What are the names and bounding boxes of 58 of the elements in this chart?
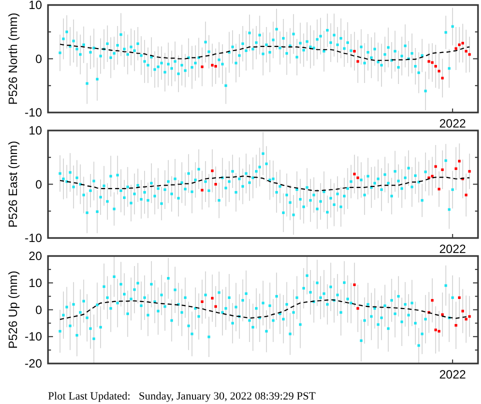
point (353, 172, 356, 176)
point (210, 296, 214, 300)
point (441, 76, 444, 80)
y-tick-label: 20 (28, 249, 42, 263)
y-tick-label: -20 (24, 356, 42, 370)
point (210, 64, 214, 66)
point (210, 170, 214, 172)
text: Plot Last Updated: Sunday, January 30, 2022 08:39:29 PST (48, 390, 316, 402)
point (454, 324, 458, 327)
point (468, 53, 471, 56)
point (356, 307, 360, 310)
point (468, 315, 471, 318)
y-tick-label: -10 (24, 330, 42, 344)
point (200, 188, 204, 192)
y-tick-label: 0 (35, 302, 42, 317)
point (200, 300, 204, 303)
point (458, 43, 461, 46)
point (214, 64, 217, 68)
point (461, 310, 464, 312)
y-tick-label: 10 (28, 276, 42, 290)
point (438, 188, 440, 190)
point (464, 318, 468, 320)
point (454, 47, 458, 50)
point (458, 160, 461, 162)
point (461, 42, 464, 44)
y-tick-label: 10 (28, 124, 42, 138)
point (356, 176, 360, 180)
point (353, 283, 356, 286)
y-axis-title: P526 North (mm) (6, 12, 20, 105)
point (434, 165, 437, 168)
point (214, 305, 217, 308)
y-tick-label: -10 (24, 106, 42, 120)
y-tick-label: 0 (35, 177, 42, 192)
point (434, 64, 437, 68)
y-axis-title: P526 East (mm) (6, 140, 20, 228)
y-axis-title: P526 Up (mm) (6, 270, 20, 349)
point (441, 168, 444, 172)
y-tick-label: 10 (28, 0, 42, 12)
point (458, 296, 461, 299)
point (428, 60, 430, 63)
point (356, 60, 360, 63)
x-tick-label: 2022 (439, 242, 466, 256)
point (464, 50, 468, 53)
point (214, 182, 217, 186)
point (438, 330, 440, 333)
point (464, 194, 468, 196)
x-tick-label: 2022 (439, 116, 466, 130)
point (200, 66, 204, 68)
point (353, 50, 356, 53)
point (430, 299, 434, 302)
point (468, 170, 471, 173)
point (438, 70, 440, 72)
y-tick-label: -10 (24, 231, 42, 245)
y-tick-label: 0 (35, 52, 42, 66)
point (434, 328, 437, 332)
x-tick-label: 2022 (439, 368, 466, 382)
point (454, 167, 458, 170)
point (430, 61, 434, 64)
